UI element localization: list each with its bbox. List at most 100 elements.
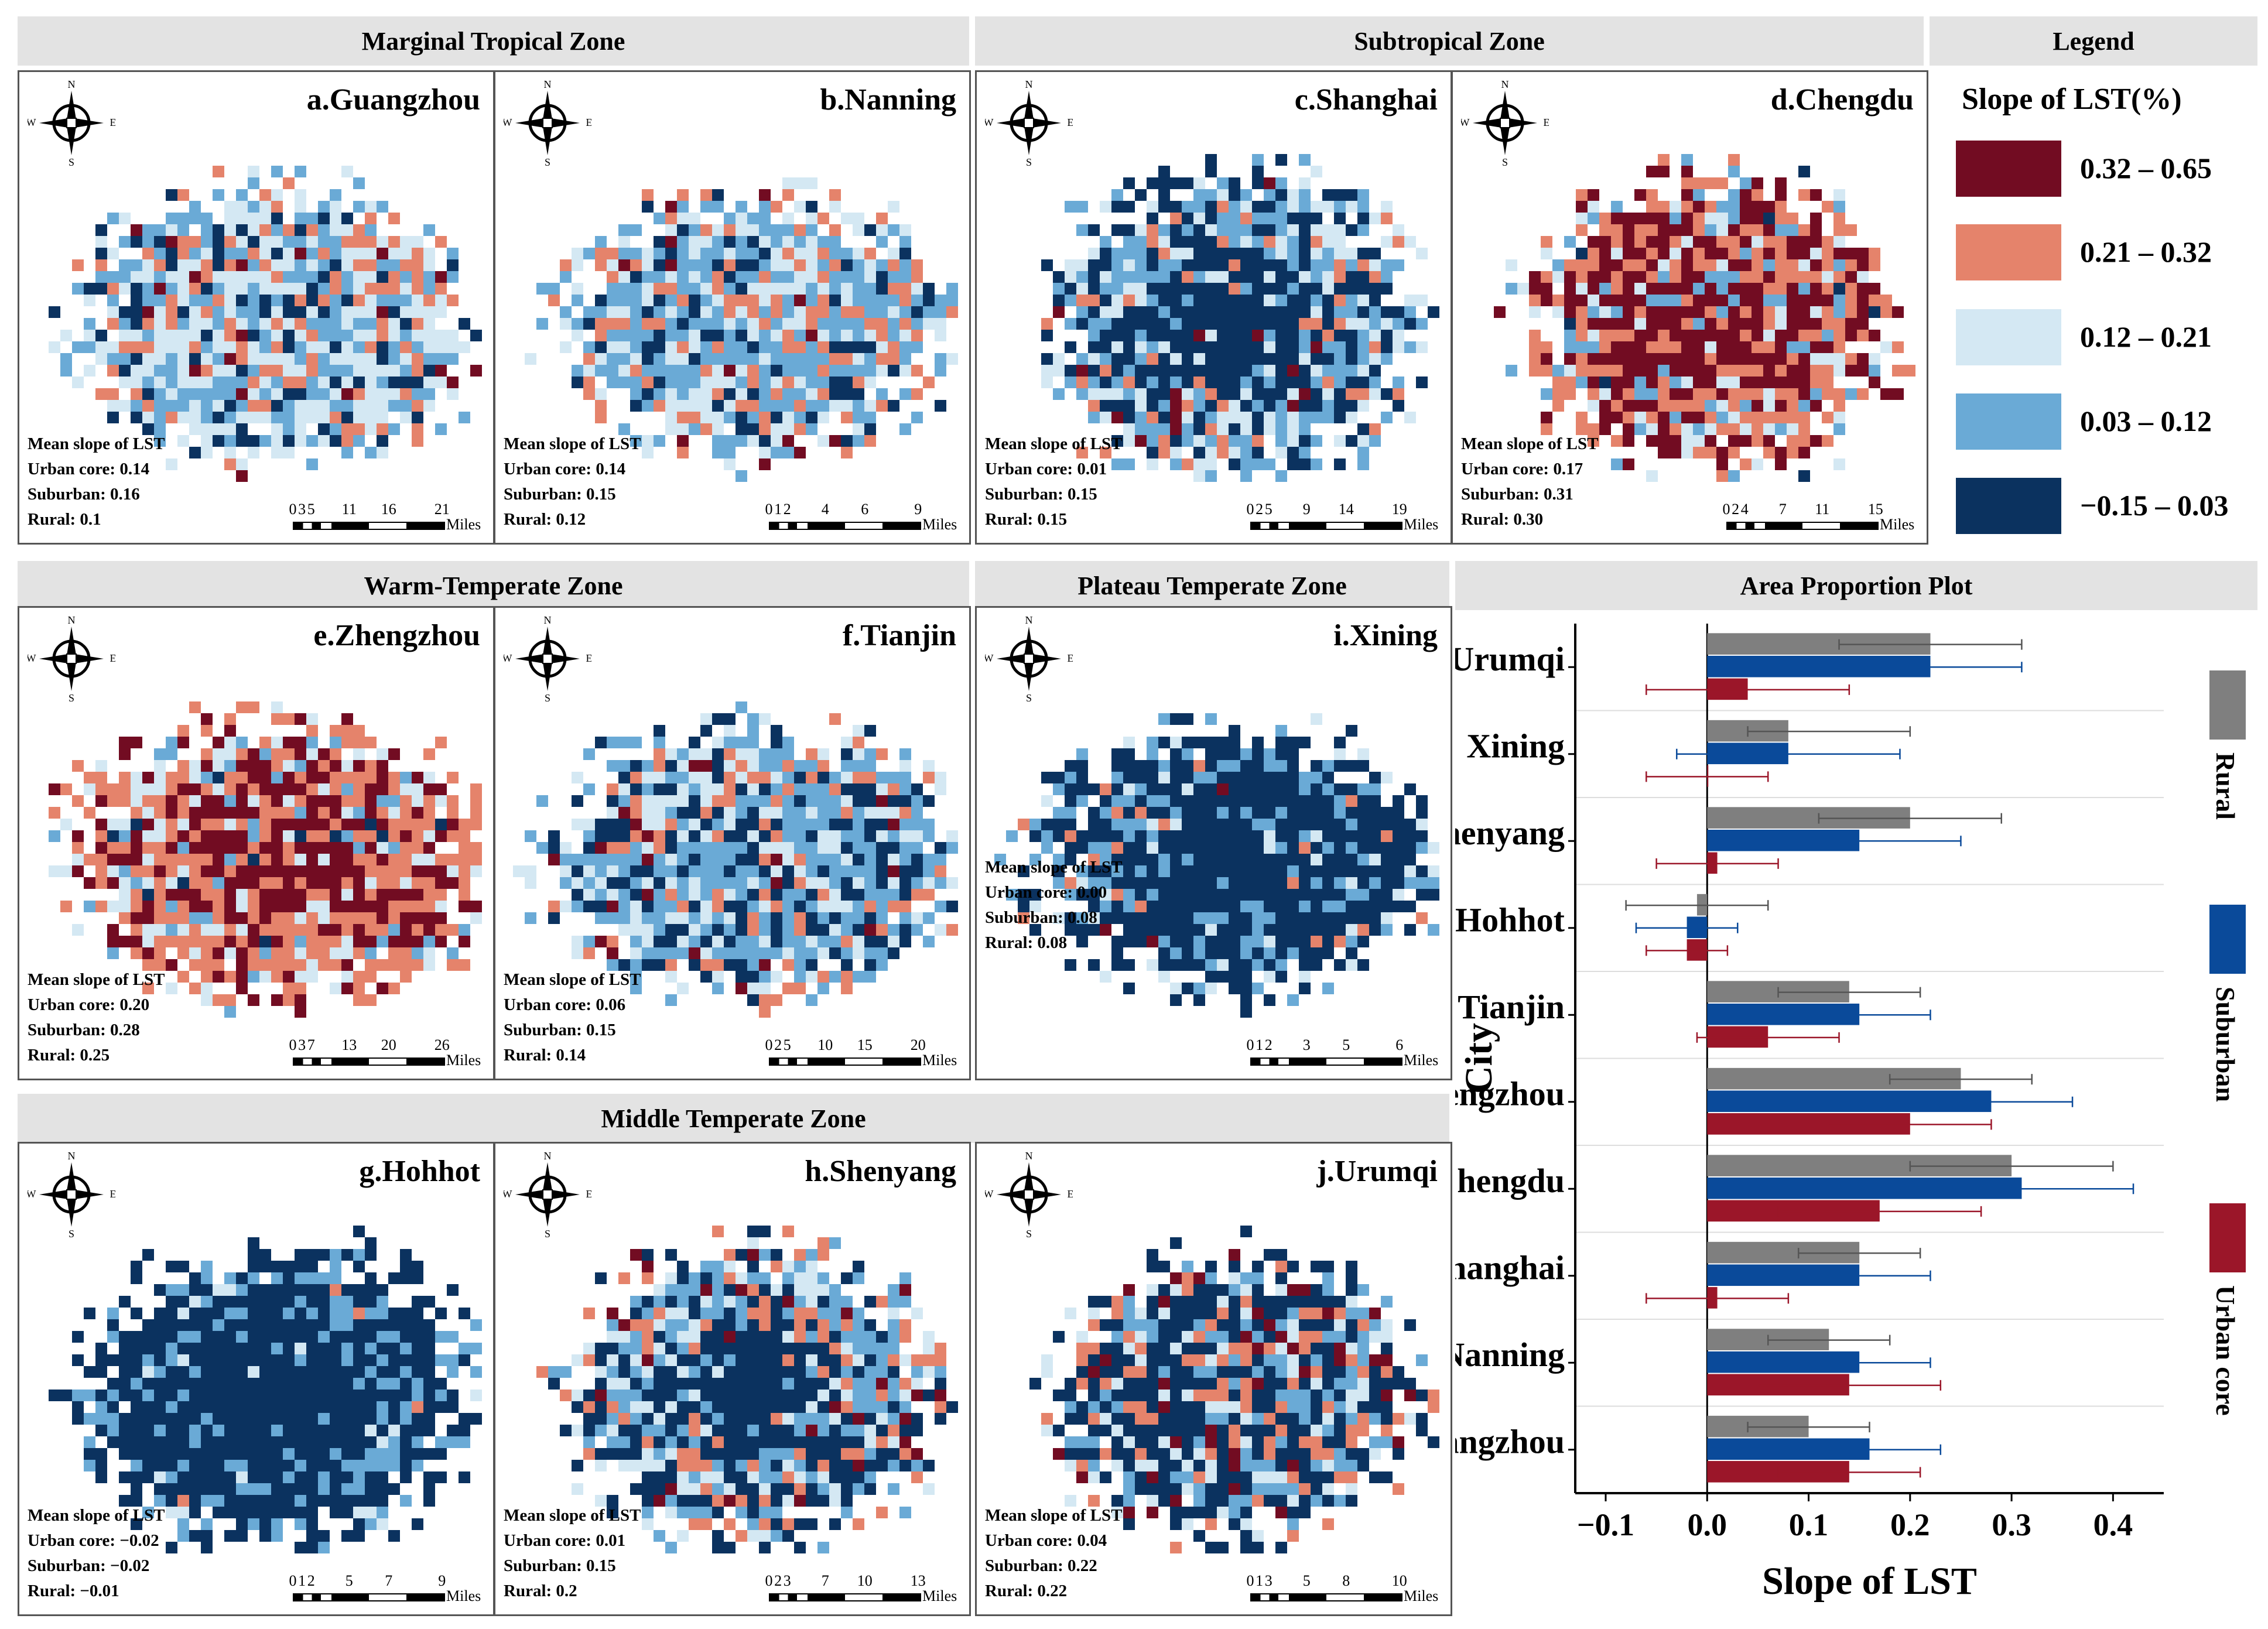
- scale-tick: 20: [381, 1036, 396, 1053]
- compass-e-label: E: [586, 652, 592, 664]
- scale-bar-graphic: [1726, 522, 1879, 530]
- scale-tick: 2: [1732, 501, 1740, 518]
- scale-tick: 9: [914, 501, 922, 518]
- scale-tick: 11: [341, 501, 357, 518]
- y-tick-label: Zhengzhou: [1455, 1075, 1565, 1113]
- compass-w-label: W: [1461, 117, 1470, 128]
- x-tick-label: 0.4: [2093, 1507, 2133, 1542]
- scale-tick: 0: [289, 1572, 297, 1589]
- scale-tick: 13: [910, 1572, 926, 1589]
- scale-tick: 10: [817, 1036, 833, 1053]
- stats-rural: Rural: 0.22: [985, 1582, 1068, 1600]
- scale-tick: 5: [1342, 1036, 1350, 1053]
- legend-label: −0.15 – 0.03: [2080, 489, 2229, 522]
- stats-heading: Mean slope of LST: [504, 1506, 641, 1525]
- scale-tick: 7: [1778, 501, 1787, 518]
- choropleth-map: [536, 1226, 958, 1553]
- scale-tick: 0: [1246, 501, 1254, 518]
- y-tick-label: Guangzhou: [1455, 1423, 1565, 1461]
- zone-header-plateau-temperate: Plateau Temperate Zone: [975, 561, 1449, 610]
- side-legend-label: Suburban: [2211, 987, 2240, 1102]
- stats-rural: Rural: 0.25: [28, 1046, 110, 1065]
- compass-s-label: S: [1502, 156, 1508, 167]
- legend-item: −0.15 – 0.03: [1956, 478, 2268, 534]
- stats-urban-core: Urban core: 0.06: [504, 995, 626, 1014]
- compass-n-label: N: [68, 615, 76, 626]
- map-panel-shenyang: N S E W h.Shenyang Mean slope of LST Urban …: [494, 1142, 971, 1616]
- compass-w-label: W: [504, 1188, 512, 1200]
- scale-tick: 1: [298, 1572, 306, 1589]
- compass-e-label: E: [1068, 1188, 1073, 1200]
- compass-n-label: N: [1025, 1151, 1033, 1162]
- scale-tick: 3: [298, 501, 306, 518]
- zone-header-warm-temperate: Warm-Temperate Zone: [18, 561, 969, 610]
- scale-tick: 10: [1391, 1572, 1407, 1589]
- stats-heading: Mean slope of LST: [28, 1506, 165, 1525]
- stats-suburban: Suburban: 0.15: [504, 1556, 616, 1575]
- scale-tick: 3: [1264, 1572, 1272, 1589]
- map-panel-guangzhou: N S E W a.Guangzhou Mean slope of LST Urban…: [18, 70, 495, 545]
- compass-icon: N S E W: [1461, 79, 1549, 167]
- mean-slope-stats: Mean slope of LST Urban core: 0.06 Subur…: [504, 967, 641, 1068]
- scale-tick: 15: [857, 1036, 873, 1053]
- scale-tick: 15: [1867, 501, 1883, 518]
- choropleth-map: [1029, 1226, 1439, 1553]
- stats-suburban: Suburban: 0.15: [985, 485, 1097, 504]
- scale-tick: 13: [341, 1036, 357, 1053]
- scale-unit: Miles: [446, 1052, 481, 1069]
- scale-tick: 3: [1302, 1036, 1311, 1053]
- scale-bar-graphic: [1250, 1058, 1402, 1066]
- scale-bar: 0 3 7 13 20 26 Miles: [289, 1036, 486, 1072]
- scale-bar-graphic: [293, 1593, 445, 1601]
- side-legend-label: Urban core: [2211, 1285, 2240, 1416]
- compass-w-label: W: [28, 117, 36, 128]
- mean-slope-stats: Mean slope of LST Urban core: 0.04 Subur…: [985, 1503, 1122, 1604]
- side-legend-label: Rural: [2211, 752, 2240, 820]
- scale-tick: 0: [765, 1036, 773, 1053]
- zone-header-legend: Legend: [1930, 16, 2257, 66]
- panel-title: h.Shenyang: [805, 1155, 956, 1188]
- scale-unit: Miles: [922, 516, 957, 533]
- scale-bar: 0 2 3 7 10 13 Miles: [765, 1572, 962, 1607]
- compass-icon: N S E W: [28, 615, 115, 703]
- choropleth-map: [525, 177, 958, 482]
- scale-tick: 5: [1264, 501, 1272, 518]
- stats-rural: Rural: 0.15: [985, 510, 1068, 529]
- stats-urban-core: Urban core: −0.02: [28, 1531, 159, 1550]
- stats-rural: Rural: 0.14: [504, 1046, 586, 1065]
- x-tick-label: 0.3: [1992, 1507, 2031, 1542]
- compass-s-label: S: [545, 156, 550, 167]
- legend-label: 0.12 – 0.21: [2080, 320, 2212, 353]
- scale-bar-graphic: [1250, 1593, 1402, 1601]
- scale-bar: 0 1 2 4 6 9 Miles: [765, 501, 962, 536]
- scale-tick: 7: [821, 1572, 829, 1589]
- compass-w-label: W: [28, 652, 36, 664]
- scale-tick: 0: [765, 1572, 773, 1589]
- compass-w-label: W: [985, 652, 994, 664]
- scale-tick: 5: [1302, 1572, 1311, 1589]
- map-panel-urumqi: N S E W j.Urumqi Mean slope of LST Urban co…: [975, 1142, 1452, 1616]
- mean-slope-stats: Mean slope of LST Urban core: 0.14 Subur…: [504, 432, 641, 532]
- compass-s-label: S: [545, 1228, 550, 1238]
- scale-tick: 2: [774, 1572, 782, 1589]
- scale-tick: 9: [1302, 501, 1311, 518]
- scale-unit: Miles: [446, 1587, 481, 1604]
- stats-suburban: Suburban: 0.15: [504, 1021, 616, 1039]
- map-panel-nanning: N S E W b.Nanning Mean slope of LST Urban c…: [494, 70, 971, 545]
- stats-rural: Rural: −0.01: [28, 1582, 119, 1600]
- stats-urban-core: Urban core: 0.20: [28, 995, 150, 1014]
- scale-tick: 5: [783, 1036, 791, 1053]
- zone-header-marginal-tropical: Marginal Tropical Zone: [18, 16, 969, 66]
- legend-label: 0.21 – 0.32: [2080, 235, 2212, 268]
- scale-tick: 0: [289, 1036, 297, 1053]
- compass-s-label: S: [545, 692, 550, 703]
- map-panel-tianjin: N S E W f.Tianjin Mean slope of LST Urban c…: [494, 606, 971, 1080]
- choropleth-map: [513, 701, 958, 1018]
- scale-tick: 2: [1264, 1036, 1272, 1053]
- scale-tick: 9: [438, 1572, 446, 1589]
- compass-w-label: W: [504, 652, 512, 664]
- scale-tick: 3: [783, 1572, 791, 1589]
- mean-slope-stats: Mean slope of LST Urban core: 0.01 Subur…: [504, 1503, 641, 1604]
- stats-heading: Mean slope of LST: [1461, 434, 1599, 453]
- compass-e-label: E: [1068, 652, 1073, 664]
